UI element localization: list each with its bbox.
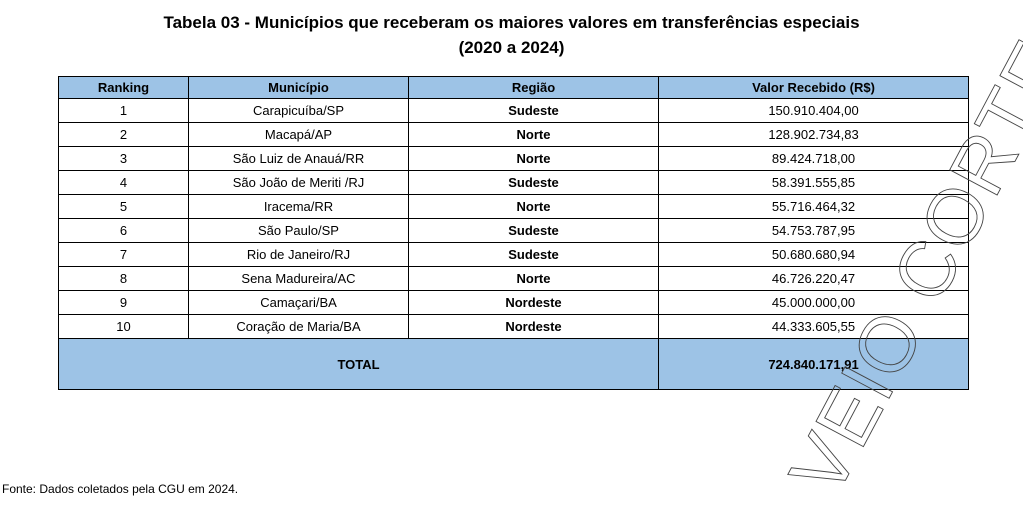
table-cell: Macapá/AP: [188, 122, 409, 147]
table-cell: 44.333.605,55: [658, 314, 969, 339]
table-cell: Nordeste: [408, 314, 659, 339]
table-cell: Norte: [408, 266, 659, 291]
table-cell: 2: [58, 122, 189, 147]
header-cell: Região: [408, 76, 659, 99]
table: Ranking Município Região Valor Recebido …: [58, 76, 969, 390]
table-cell: Sudeste: [408, 170, 659, 195]
table-cell: 10: [58, 314, 189, 339]
table-cell: Norte: [408, 122, 659, 147]
table-row: 1 Carapicuíba/SP Sudeste 150.910.404,00: [58, 98, 969, 123]
header-row: Ranking Município Região Valor Recebido …: [58, 76, 969, 99]
table-cell: Sudeste: [408, 242, 659, 267]
table-cell: 6: [58, 218, 189, 243]
table-row: 3 São Luiz de Anauá/RR Norte 89.424.718,00: [58, 146, 969, 171]
table-cell: 9: [58, 290, 189, 315]
table-row: 7 Rio de Janeiro/RJ Sudeste 50.680.680,94: [58, 242, 969, 267]
table-cell: 46.726.220,47: [658, 266, 969, 291]
table-cell: 89.424.718,00: [658, 146, 969, 171]
table-cell: Iracema/RR: [188, 194, 409, 219]
table-cell: 55.716.464,32: [658, 194, 969, 219]
table-cell: 45.000.000,00: [658, 290, 969, 315]
table-row: 2 Macapá/AP Norte 128.902.734,83: [58, 122, 969, 147]
table-cell: Sudeste: [408, 218, 659, 243]
header-cell: Valor Recebido (R$): [658, 76, 969, 99]
table-cell: 150.910.404,00: [658, 98, 969, 123]
table-row: 10 Coração de Maria/BA Nordeste 44.333.605,…: [58, 314, 969, 339]
total-value: 724.840.171,91: [658, 338, 969, 390]
table-cell: 54.753.787,95: [658, 218, 969, 243]
table-row: 9 Camaçari/BA Nordeste 45.000.000,00: [58, 290, 969, 315]
total-row: TOTAL 724.840.171,91: [58, 338, 969, 390]
table-cell: Camaçari/BA: [188, 290, 409, 315]
table-row: 6 São Paulo/SP Sudeste 54.753.787,95: [58, 218, 969, 243]
table-cell: Sena Madureira/AC: [188, 266, 409, 291]
table-cell: Norte: [408, 194, 659, 219]
table-cell: 5: [58, 194, 189, 219]
table-cell: São Luiz de Anauá/RR: [188, 146, 409, 171]
table-cell: 1: [58, 98, 189, 123]
table-cell: Norte: [408, 146, 659, 171]
source: Fonte: Dados coletados pela CGU em 2024.: [2, 482, 239, 496]
table-cell: Coração de Maria/BA: [188, 314, 409, 339]
title-line: Tabela 03 - Municípios que receberam os …: [163, 13, 860, 32]
title: Tabela 03 - Municípios que receberam os …: [0, 10, 1023, 60]
table-row: 8 Sena Madureira/AC Norte 46.726.220,47: [58, 266, 969, 291]
header-cell: Município: [188, 76, 409, 99]
table-row: 5 Iracema/RR Norte 55.716.464,32: [58, 194, 969, 219]
table-cell: Rio de Janeiro/RJ: [188, 242, 409, 267]
table-cell: Carapicuíba/SP: [188, 98, 409, 123]
table-cell: 3: [58, 146, 189, 171]
total-label: TOTAL: [58, 338, 659, 390]
table-cell: 8: [58, 266, 189, 291]
header-cell: Ranking: [58, 76, 189, 99]
table-cell: 128.902.734,83: [658, 122, 969, 147]
table-cell: Nordeste: [408, 290, 659, 315]
table-cell: 4: [58, 170, 189, 195]
title-line: (2020 a 2024): [458, 38, 565, 57]
table-cell: 58.391.555,85: [658, 170, 969, 195]
table-cell: 7: [58, 242, 189, 267]
table-row: 4 São João de Meriti /RJ Sudeste 58.391.555…: [58, 170, 969, 195]
table-cell: São João de Meriti /RJ: [188, 170, 409, 195]
table-cell: São Paulo/SP: [188, 218, 409, 243]
table-cell: Sudeste: [408, 98, 659, 123]
table-cell: 50.680.680,94: [658, 242, 969, 267]
